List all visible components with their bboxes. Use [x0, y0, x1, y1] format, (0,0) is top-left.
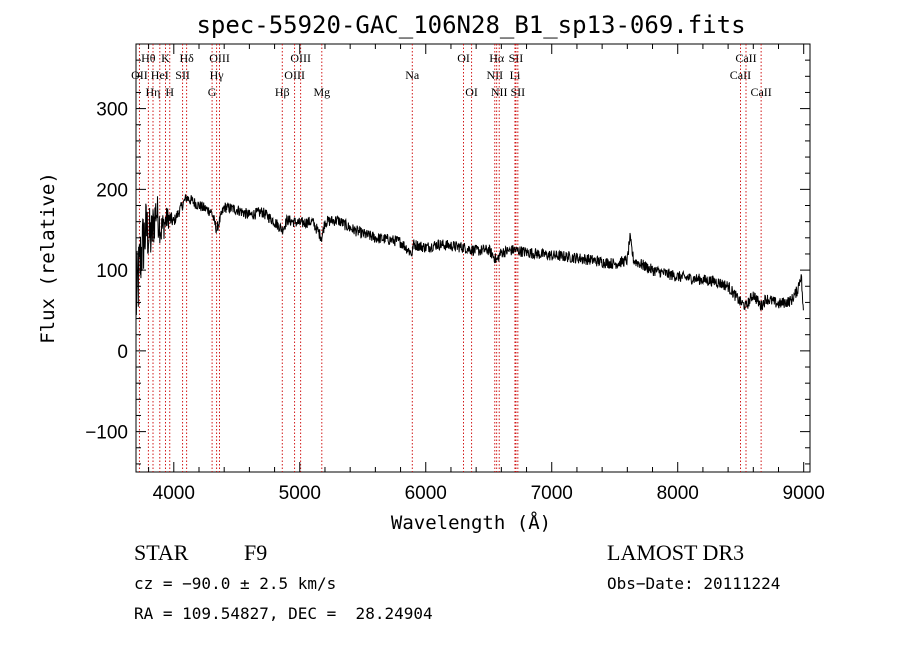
line-marker-label: OI [465, 85, 478, 99]
line-marker-label: K [161, 51, 170, 65]
line-marker-label: Hη [146, 85, 161, 99]
x-tick-label: 4000 [153, 483, 195, 504]
x-tick-label: 5000 [279, 483, 321, 504]
line-marker-label: SII [175, 68, 190, 82]
object-class: STAR [134, 540, 189, 565]
spectrum-line [135, 194, 804, 316]
line-marker-label: Hβ [275, 85, 290, 99]
x-axis-label: Wavelength (Å) [391, 511, 551, 534]
line-marker-label: SII [511, 85, 526, 99]
obs-date-text: Obs−Date: 20111224 [607, 574, 781, 593]
line-marker-label: Li [510, 68, 521, 82]
line-marker-label: G [208, 85, 217, 99]
axis-ticks: 4000 5000 6000 7000 8000 9000 −100 0 100 200 300 [85, 43, 825, 504]
line-markers: OIIHθHηHeIKHSIIHδGHγOIIIHβOIIIOIIIMgNaOI… [131, 44, 772, 472]
line-marker-label: Mg [313, 85, 330, 99]
line-marker-label: OI [457, 51, 470, 65]
plot-frame [135, 43, 811, 473]
line-marker-label: OIII [284, 68, 305, 82]
y-tick-label: 300 [96, 100, 128, 121]
line-marker-label: OII [131, 68, 148, 82]
survey-name: LAMOST DR3 [607, 540, 745, 565]
chart-title: spec-55920-GAC_106N28_B1_sp13-069.fits [196, 11, 745, 39]
line-marker-label: Na [405, 68, 420, 82]
line-marker-label: H [165, 85, 174, 99]
redshift-text: cz = −90.0 ± 2.5 km/s [134, 574, 337, 593]
y-axis-label: Flux (relative) [37, 172, 59, 344]
x-tick-label: 9000 [783, 483, 825, 504]
line-marker-label: HeI [151, 68, 169, 82]
y-tick-label: 0 [117, 342, 128, 363]
y-tick-label: 200 [96, 180, 128, 201]
coords-text: RA = 109.54827, DEC = 28.24904 [134, 604, 433, 623]
line-marker-label: NII [491, 85, 508, 99]
line-marker-label: CaII [730, 68, 751, 82]
line-marker-label: NII [486, 68, 503, 82]
line-marker-label: Hθ [141, 51, 156, 65]
line-marker-label: OIII [290, 51, 311, 65]
y-tick-label: −100 [85, 423, 128, 444]
x-tick-label: 8000 [657, 483, 699, 504]
line-marker-label: Hα [489, 51, 505, 65]
y-tick-label: 100 [96, 261, 128, 282]
line-marker-label: Hγ [210, 68, 225, 82]
line-marker-label: Hδ [179, 51, 194, 65]
x-tick-label: 6000 [405, 483, 447, 504]
subclass: F9 [244, 540, 268, 565]
line-marker-label: SII [509, 51, 524, 65]
line-marker-label: CaII [750, 85, 771, 99]
x-tick-label: 7000 [531, 483, 573, 504]
line-marker-label: OIII [209, 51, 230, 65]
line-marker-label: CaII [735, 51, 756, 65]
